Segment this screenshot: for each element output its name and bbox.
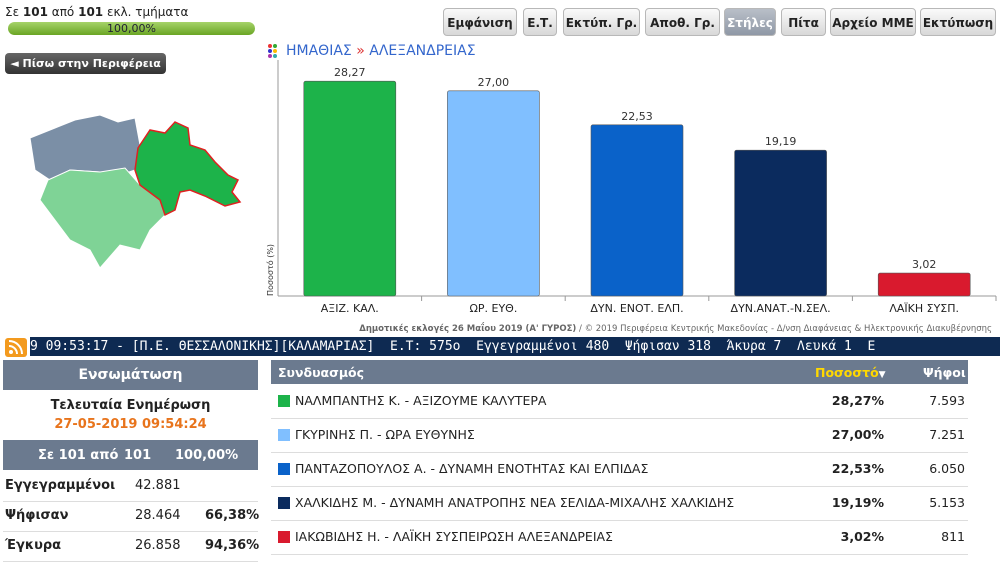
- breadcrumb: ΗΜΑΘΙΑΣ » ΑΛΕΞΑΝΔΡΕΙΑΣ: [286, 43, 476, 59]
- status: Σε 101 από 101 εκλ. τμήματα: [5, 5, 188, 19]
- summary-label: Εγγεγραμμένοι: [5, 478, 116, 493]
- status-total: 101: [78, 5, 104, 19]
- map-region: [39, 167, 166, 269]
- summary-head-cell: 100,00%: [175, 448, 239, 463]
- summary-title: Ενσωμάτωση: [3, 360, 258, 390]
- column-header[interactable]: Ποσοστό▼: [815, 365, 886, 380]
- rss-icon[interactable]: [5, 338, 27, 357]
- color-swatch: [278, 497, 290, 509]
- summary-row: Εγγεγραμμένοι 42.881: [3, 471, 258, 502]
- x-tick-label: ΔΥΝ. ΕΝΟΤ. ΕΛΠ.: [590, 302, 683, 315]
- table-row[interactable]: ΧΑΛΚΙΔΗΣ Μ. - ΔΥΝΑΜΗ ΑΝΑΤΡΟΠΗΣ ΝΕΑ ΣΕΛΙΔ…: [271, 486, 968, 521]
- toolbar-button[interactable]: Εμφάνιση: [443, 8, 517, 36]
- breadcrumb-icon: [268, 44, 277, 58]
- party-votes: 6.050: [929, 461, 965, 476]
- party-name: ΓΚΥΡΙΝΗΣ Π. - ΩΡΑ ΕΥΘΥΝΗΣ: [295, 427, 475, 442]
- bar[interactable]: [447, 90, 540, 297]
- table-row[interactable]: ΠΑΝΤΑΖΟΠΟΥΛΟΣ Α. - ΔΥΝΑΜΗ ΕΝΟΤΗΤΑΣ ΚΑΙ Ε…: [271, 452, 968, 487]
- column-header: Συνδυασμός: [278, 365, 365, 380]
- bar[interactable]: [303, 80, 397, 297]
- toolbar-button[interactable]: Εκτύπωση: [920, 8, 996, 36]
- toolbar-button[interactable]: Ε.Τ.: [523, 8, 557, 36]
- color-swatch: [278, 531, 290, 543]
- table-row[interactable]: ΝΑΛΜΠΑΝΤΗΣ Κ. - ΑΞΙΖΟΥΜΕ ΚΑΛΥΤΕΡΑ 28,27% 7…: [271, 384, 968, 419]
- summary-value: 42.881: [135, 478, 181, 493]
- update-time: 27-05-2019 09:54:24: [54, 417, 207, 432]
- toolbar-button[interactable]: Πίτα: [781, 8, 826, 36]
- bar[interactable]: [734, 149, 827, 297]
- footer: Δημοτικές εκλογές 26 Μαΐου 2019 (Α' ΓΥΡΟ…: [359, 322, 992, 334]
- party-name: ΧΑΛΚΙΔΗΣ Μ. - ΔΥΝΑΜΗ ΑΝΑΤΡΟΠΗΣ ΝΕΑ ΣΕΛΙΔ…: [295, 495, 735, 510]
- status-middle: από: [51, 5, 75, 19]
- summary-value: 28.464: [135, 508, 181, 523]
- sort-indicator: ▼: [878, 370, 886, 380]
- value-label: 22,53: [621, 110, 653, 123]
- value-label: 28,27: [334, 66, 366, 79]
- news-ticker: 9 09:53:17 - [Π.Ε. ΘΕΣΣΑΛΟΝΙΚΗΣ][ΚΑΛΑΜΑΡ…: [30, 337, 1000, 356]
- party-name: ΙΑΚΩΒΙΔΗΣ Η. - ΛΑΪΚΗ ΣΥΣΠΕΙΡΩΣΗ ΑΛΕΞΑΝΔΡ…: [295, 529, 613, 544]
- x-tick-label: ΔΥΝ.ΑΝΑΤ.-Ν.ΣΕΛ.: [731, 302, 831, 315]
- party-percent: 3,02%: [840, 529, 884, 544]
- x-tick-label: ΑΞΙΖ. ΚΑΛ.: [321, 302, 379, 315]
- party-percent: 19,19%: [831, 495, 884, 510]
- summary-head-cell: Σε 101 από: [38, 448, 119, 463]
- party-votes: 7.593: [929, 393, 965, 408]
- breadcrumb-municipality: ΑΛΕΞΑΝΔΡΕΙΑΣ: [369, 43, 475, 59]
- chart: ΗΜΑΘΙΑΣ » ΑΛΕΞΑΝΔΡΕΙΑΣ Ποσοστό (%) Δημοτ…: [265, 43, 997, 334]
- summary-row: Ψήφισαν 28.464 66,38%: [3, 501, 260, 532]
- bar[interactable]: [590, 124, 684, 297]
- toolbar-button[interactable]: Στήλες: [724, 8, 776, 36]
- x-tick-label: ΛΑΪΚΗ ΣΥΣΠ.: [889, 302, 959, 315]
- party-votes: 811: [941, 529, 965, 544]
- footer-election: Δημοτικές εκλογές 26 Μαΐου 2019 (Α' ΓΥΡΟ…: [359, 322, 576, 334]
- party-votes: 7.251: [929, 427, 965, 442]
- summary-label: Έγκυρα: [5, 538, 62, 553]
- party-percent: 27,00%: [831, 427, 884, 442]
- party-votes: 5.153: [929, 495, 965, 510]
- party-name: ΠΑΝΤΑΖΟΠΟΥΛΟΣ Α. - ΔΥΝΑΜΗ ΕΝΟΤΗΤΑΣ ΚΑΙ Ε…: [295, 461, 649, 476]
- value-label: 19,19: [765, 135, 797, 148]
- bar[interactable]: [877, 272, 971, 297]
- breadcrumb-separator: »: [356, 43, 365, 59]
- party-name: ΝΑΛΜΠΑΝΤΗΣ Κ. - ΑΞΙΖΟΥΜΕ ΚΑΛΥΤΕΡΑ: [295, 393, 547, 408]
- toolbar-button[interactable]: Αποθ. Γρ.: [645, 8, 720, 36]
- color-swatch: [278, 395, 290, 407]
- status-counted: 101: [22, 5, 48, 19]
- update-label: Τελευταία Ενημέρωση: [50, 398, 211, 413]
- party-percent: 28,27%: [831, 393, 884, 408]
- color-swatch: [278, 429, 290, 441]
- back-button[interactable]: ◄ Πίσω στην Περιφέρεια: [5, 53, 166, 74]
- map-selected[interactable]: [134, 121, 242, 217]
- breadcrumb-region[interactable]: ΗΜΑΘΙΑΣ: [286, 43, 352, 59]
- y-axis-label: Ποσοστό (%): [265, 244, 275, 296]
- toolbar-button[interactable]: Εκτύπ. Γρ.: [563, 8, 640, 36]
- column-label: Ποσοστό: [815, 365, 879, 380]
- table-row[interactable]: ΙΑΚΩΒΙΔΗΣ Η. - ΛΑΪΚΗ ΣΥΣΠΕΙΡΩΣΗ ΑΛΕΞΑΝΔΡ…: [271, 520, 968, 555]
- progress-bar: 100,00%: [8, 22, 255, 35]
- x-tick-label: ΩΡ. ΕΥΘ.: [469, 302, 517, 315]
- summary-label: Ψήφισαν: [5, 508, 69, 523]
- party-percent: 22,53%: [831, 461, 884, 476]
- summary-head: Σε 101 από 101 100,00%: [3, 440, 258, 470]
- map: [29, 114, 242, 269]
- value-label: 27,00: [478, 76, 510, 89]
- status-prefix: Σε: [5, 5, 20, 19]
- color-swatch: [278, 463, 290, 475]
- value-label: 3,02: [912, 258, 937, 271]
- table-header: Συνδυασμός Ποσοστό▼ Ψήφοι: [271, 360, 968, 384]
- table-row[interactable]: ΓΚΥΡΙΝΗΣ Π. - ΩΡΑ ΕΥΘΥΝΗΣ 27,00% 7.251: [271, 418, 968, 453]
- summary-percent: 66,38%: [205, 508, 260, 523]
- summary-row: Έγκυρα 26.858 94,36%: [3, 531, 260, 562]
- summary-head-cell: 101: [124, 448, 152, 463]
- footer-credit: / © 2019 Περιφέρεια Κεντρικής Μακεδονίας…: [576, 323, 992, 334]
- summary-value: 26.858: [135, 538, 181, 553]
- column-header: Ψήφοι: [923, 365, 966, 380]
- summary-percent: 94,36%: [205, 538, 260, 553]
- status-suffix: εκλ. τμήματα: [107, 5, 189, 19]
- toolbar-button[interactable]: Αρχείο ΜΜΕ: [830, 8, 916, 36]
